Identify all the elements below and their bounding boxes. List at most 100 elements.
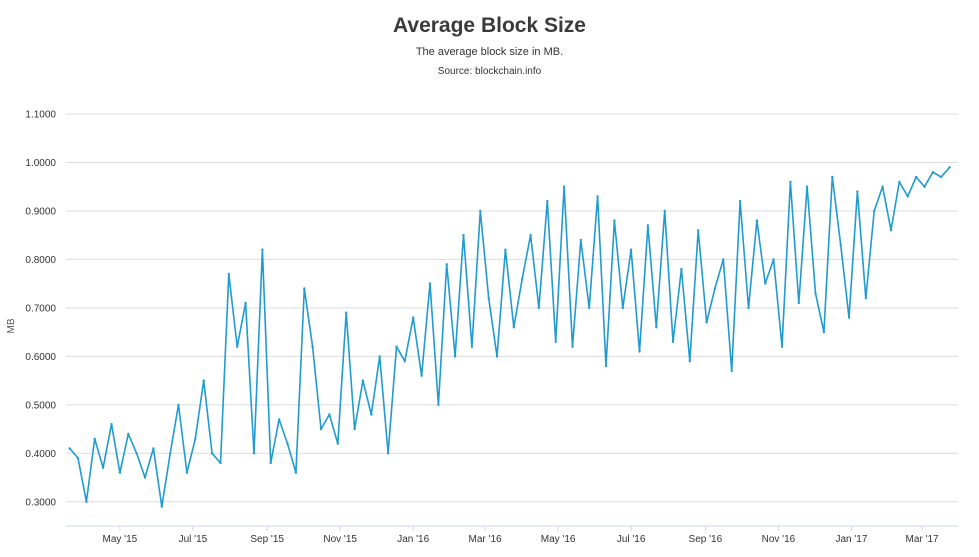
data-point [546, 200, 549, 203]
data-point [303, 287, 306, 290]
data-point [152, 447, 155, 450]
chart-subtitle: The average block size in MB. [415, 46, 564, 58]
data-point [395, 345, 398, 348]
data-point [571, 345, 574, 348]
y-tick-label: 1.0000 [25, 158, 56, 169]
data-point [646, 224, 650, 227]
data-point [269, 461, 272, 465]
data-point [948, 166, 951, 169]
data-point [68, 447, 71, 450]
data-point [336, 442, 339, 445]
data-point [319, 427, 323, 431]
data-point [412, 316, 415, 319]
data-point [453, 355, 457, 358]
data-point [738, 200, 742, 203]
data-point [127, 432, 130, 436]
data-point [311, 345, 314, 348]
data-point [101, 466, 105, 469]
data-point [160, 505, 163, 508]
data-point [470, 345, 474, 348]
data-point [629, 248, 633, 251]
data-point [76, 456, 80, 460]
data-point [202, 379, 205, 382]
x-tick-label: Jul '15 [179, 534, 208, 545]
y-tick-label: 0.7000 [25, 303, 56, 314]
data-point [420, 374, 423, 377]
data-point [772, 258, 775, 261]
data-point [210, 452, 214, 455]
x-tick-label: Mar '16 [469, 534, 502, 545]
chart-source: Source: blockchain.info [437, 66, 542, 77]
x-tick-label: May '16 [541, 534, 576, 545]
y-tick-label: 0.4000 [25, 449, 56, 460]
y-axis: 0.3000 0.4000 0.5000 0.6000 0.7000 0.8000 0.90… [25, 110, 56, 509]
data-point [286, 442, 289, 445]
data-point [579, 238, 582, 242]
x-tick-label: Nov '15 [323, 534, 357, 545]
data-point [864, 297, 867, 300]
data-point [780, 345, 784, 348]
x-tick-label: Sep '16 [689, 534, 723, 545]
data-point [428, 282, 432, 285]
data-point [797, 301, 800, 305]
y-tick-label: 0.3000 [25, 497, 56, 508]
y-tick-label: 1.1000 [25, 110, 56, 121]
data-point [789, 180, 792, 184]
data-point [562, 185, 566, 188]
data-point [931, 171, 935, 174]
data-point [169, 452, 172, 455]
data-point [504, 248, 507, 251]
data-point [261, 248, 264, 251]
x-axis: May '15 Jul '15 Sep '15 Nov '15 Jan '16 Mar '… [103, 526, 939, 545]
y-tick-label: 0.6000 [25, 352, 56, 363]
data-point [747, 306, 750, 310]
data-point [185, 471, 189, 474]
data-point [118, 471, 122, 474]
data-point [713, 287, 717, 290]
data-point [403, 360, 406, 363]
data-point [697, 229, 700, 232]
data-points [68, 166, 951, 508]
data-point [85, 500, 88, 503]
x-tick-label: Mar '17 [906, 534, 939, 545]
data-point [604, 364, 608, 368]
data-point [378, 355, 381, 358]
data-point [831, 175, 834, 179]
x-tick-label: Jan '16 [397, 534, 429, 545]
data-point [345, 311, 348, 314]
data-point [873, 209, 876, 213]
data-point [847, 316, 851, 319]
data-point [638, 350, 641, 353]
data-point [688, 360, 691, 363]
data-point [236, 345, 239, 348]
data-point [755, 219, 759, 222]
data-point [93, 437, 96, 440]
data-point [898, 180, 901, 184]
data-point [177, 403, 180, 406]
average-block-size-series-line [68, 166, 951, 508]
grid-lines [66, 113, 958, 527]
data-point [110, 423, 113, 426]
data-point [521, 277, 524, 280]
data-point [361, 379, 365, 382]
data-point [881, 185, 884, 188]
data-point [445, 263, 448, 266]
data-point [244, 301, 247, 305]
x-tick-label: Jan '17 [835, 534, 867, 545]
data-point [462, 234, 465, 237]
data-point [135, 452, 138, 455]
data-point [353, 427, 356, 431]
data-point [940, 175, 943, 179]
data-point [537, 306, 541, 310]
x-tick-label: Jul '16 [617, 534, 646, 545]
data-point [923, 185, 926, 188]
data-point [914, 175, 918, 179]
data-point [705, 321, 708, 324]
data-point [479, 209, 482, 213]
x-tick-label: Sep '15 [250, 534, 284, 545]
data-point [487, 297, 490, 300]
data-point [386, 452, 390, 455]
data-point [621, 306, 624, 310]
data-point [512, 326, 515, 329]
